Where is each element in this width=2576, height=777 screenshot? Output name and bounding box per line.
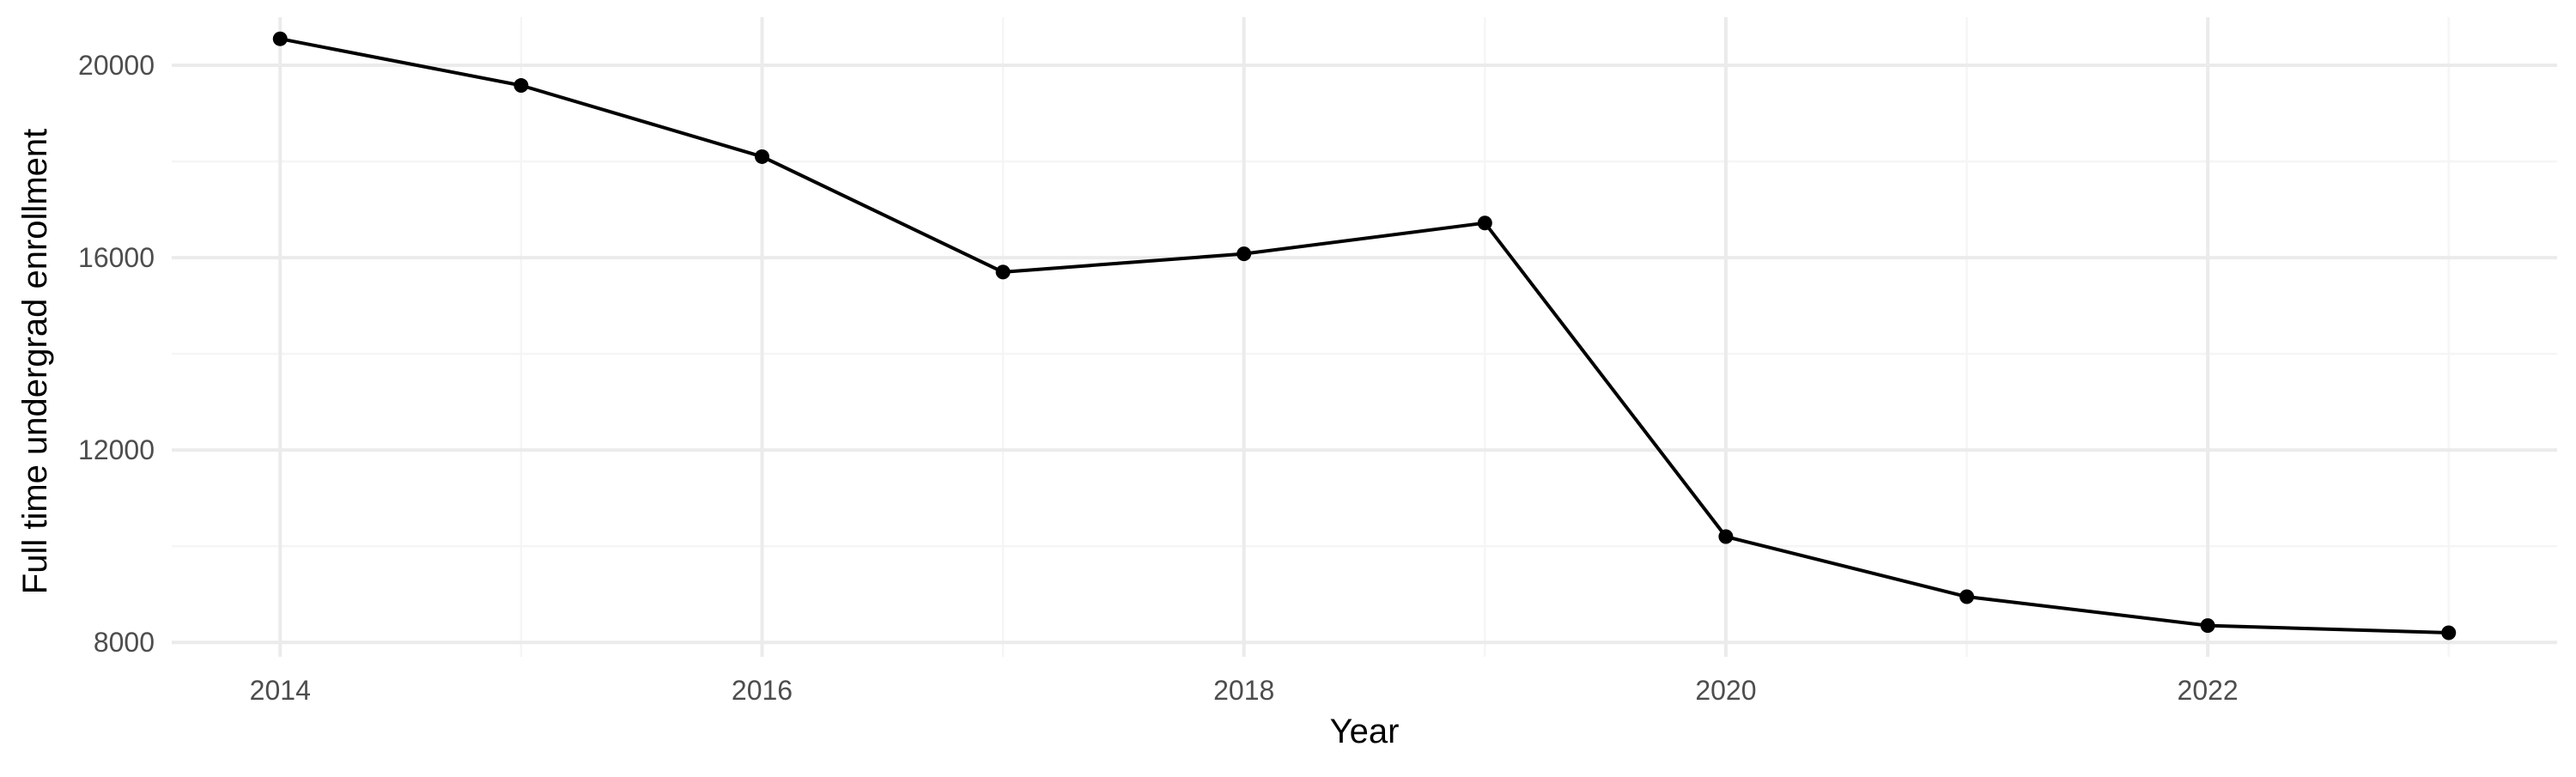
x-axis-tick-labels: 2014 2016 2018 2020 2022 [250, 675, 2239, 706]
data-point-2015 [513, 78, 529, 94]
data-points [272, 31, 2457, 640]
x-tick-label: 2018 [1213, 675, 1274, 706]
data-point-2022 [2200, 618, 2215, 634]
series-line-group [278, 37, 2451, 634]
x-axis-title: Year [1330, 713, 1400, 750]
y-axis-tick-labels: 8000 12000 16000 20000 [78, 50, 155, 658]
data-point-2018 [1236, 246, 1252, 262]
y-tick-label: 16000 [78, 242, 155, 273]
series-line [278, 37, 2451, 634]
data-point-2014 [272, 31, 288, 46]
data-point-2023 [2441, 625, 2457, 640]
x-tick-label: 2014 [250, 675, 311, 706]
data-point-2020 [1718, 529, 1734, 544]
x-tick-label: 2022 [2178, 675, 2239, 706]
x-tick-label: 2020 [1695, 675, 1756, 706]
x-tick-label: 2016 [732, 675, 793, 706]
data-point-2017 [995, 264, 1011, 280]
y-tick-label: 20000 [78, 50, 155, 81]
grid [172, 17, 2557, 657]
y-axis-title: Full time undergrad enrollment [16, 129, 54, 594]
data-point-2021 [1959, 589, 1975, 604]
data-point-2019 [1477, 215, 1492, 231]
y-tick-label: 8000 [94, 627, 155, 658]
y-tick-label: 12000 [78, 434, 155, 465]
data-point-2016 [754, 149, 769, 164]
